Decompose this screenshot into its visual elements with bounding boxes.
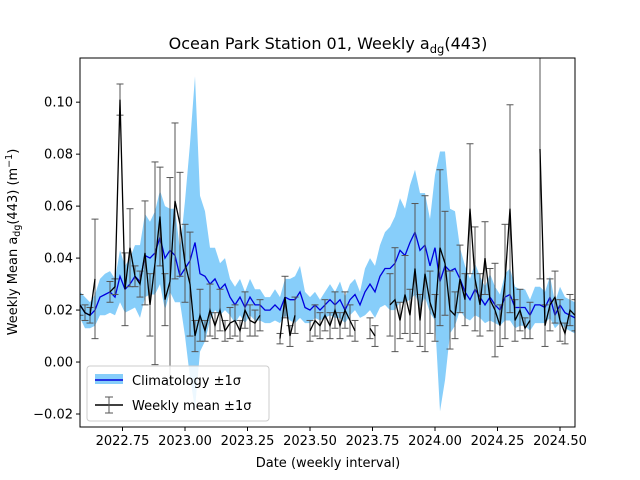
- x-tick-label: 2023.25: [221, 434, 275, 449]
- legend: Climatology ±1σ Weekly mean ±1σ: [86, 365, 270, 422]
- y-tick-label: 0.04: [44, 252, 73, 267]
- legend-label-weekly: Weekly mean ±1σ: [132, 399, 251, 414]
- weekly-mean-line: [279, 297, 296, 339]
- x-tick-label: 2024.25: [471, 434, 525, 449]
- x-tick-label: 2022.75: [96, 434, 150, 449]
- plot-clip-group: [80, 58, 575, 412]
- weekly-mean-line: [539, 148, 575, 336]
- legend-swatch-climatology-band: [95, 374, 123, 384]
- x-axis-label: Date (weekly interval): [256, 456, 401, 471]
- y-tick-label: −0.02: [33, 408, 73, 423]
- plot-area: [80, 58, 575, 412]
- y-tick-label: 0.06: [44, 200, 73, 215]
- legend-frame: [86, 365, 270, 422]
- x-tick-label: 2023.75: [346, 434, 400, 449]
- x-tick-label: 2023.50: [283, 434, 337, 449]
- weekly-mean-line: [369, 327, 376, 337]
- x-tick-label: 2024.50: [533, 434, 587, 449]
- weekly-mean-line: [389, 208, 531, 330]
- x-tick-label: 2023.00: [158, 434, 212, 449]
- legend-label-climatology: Climatology ±1σ: [132, 374, 241, 389]
- y-axis-label: Weekly Mean adg(443) (m−1): [4, 149, 23, 336]
- y-tick-label: 0.02: [44, 304, 73, 319]
- y-tick-label: 0.10: [44, 96, 73, 111]
- weekly-mean-line: [109, 99, 261, 337]
- y-tick-label: 0.08: [44, 148, 73, 163]
- weekly-mean-line: [309, 307, 356, 332]
- x-tick-label: 2024.00: [408, 434, 462, 449]
- axes: 2022.75 2023.00 2023.25 2023.50 2023.75 2024.…: [33, 57, 587, 449]
- chart-title: Ocean Park Station 01, Weekly adg(443): [169, 34, 488, 56]
- axes-frame: [79, 57, 576, 428]
- y-tick-label: 0.00: [44, 356, 73, 371]
- weekly-mean-line: [80, 278, 96, 317]
